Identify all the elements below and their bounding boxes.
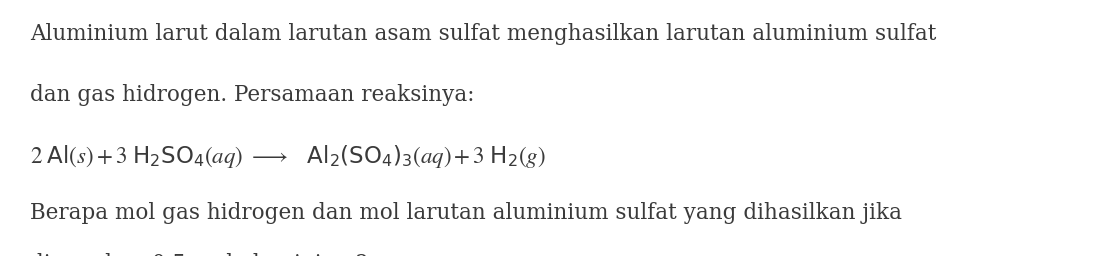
Text: digunakan 0,5 mol aluminium?: digunakan 0,5 mol aluminium? (30, 253, 367, 256)
Text: $2\ \mathregular{Al}(\mathit{s}) + 3\ \mathregular{H_2SO_4}(\mathit{aq})\ \longr: $2\ \mathregular{Al}(\mathit{s}) + 3\ \m… (30, 143, 546, 170)
Text: dan gas hidrogen. Persamaan reaksinya:: dan gas hidrogen. Persamaan reaksinya: (30, 84, 475, 106)
Text: Aluminium larut dalam larutan asam sulfat menghasilkan larutan aluminium sulfat: Aluminium larut dalam larutan asam sulfa… (30, 23, 936, 45)
Text: Berapa mol gas hidrogen dan mol larutan aluminium sulfat yang dihasilkan jika: Berapa mol gas hidrogen dan mol larutan … (30, 202, 903, 224)
